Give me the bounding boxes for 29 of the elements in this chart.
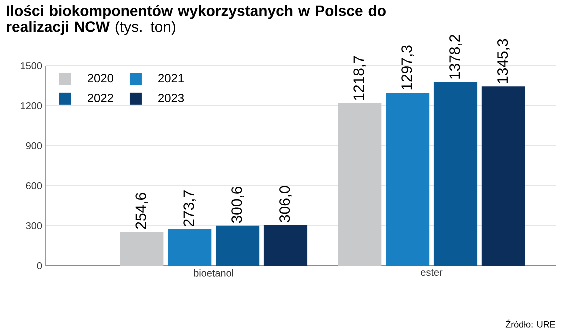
y-tick-label: 0 (37, 262, 42, 270)
data-label: 1297,3 (402, 46, 414, 90)
data-label: 1345,3 (498, 39, 510, 84)
legend-label: 2021 (158, 74, 184, 83)
data-label: 273,7 (184, 190, 196, 227)
x-tick-label: bioetanol (194, 270, 234, 277)
data-label: 1378,2 (450, 35, 462, 79)
y-tick-label: 300 (26, 222, 42, 230)
bar (482, 86, 526, 266)
x-tick-label: ester (421, 270, 443, 276)
bar (120, 232, 164, 266)
y-tick-label: 1200 (21, 102, 42, 110)
data-label: 1218,7 (354, 56, 366, 100)
data-label: 254,6 (136, 193, 148, 230)
text: Źródło: URE (506, 320, 556, 328)
bar (434, 82, 478, 266)
bar (216, 226, 260, 266)
bar (264, 225, 308, 266)
y-tick-label: 600 (26, 182, 42, 190)
data-label: 300,6 (232, 186, 244, 224)
y-tick-label: 900 (26, 142, 42, 150)
data-label: 306,0 (280, 186, 292, 222)
legend-label: 2023 (158, 94, 184, 102)
legend-label: 2020 (88, 74, 114, 83)
legend-label: 2022 (88, 94, 114, 102)
bar (168, 230, 212, 266)
bar (386, 93, 430, 266)
chart-title: Ilości biokomponentów wykorzystanych w Polsce do realizacji NCW (tys. ton) (7, 5, 386, 36)
y-tick-label: 1500 (21, 62, 42, 70)
